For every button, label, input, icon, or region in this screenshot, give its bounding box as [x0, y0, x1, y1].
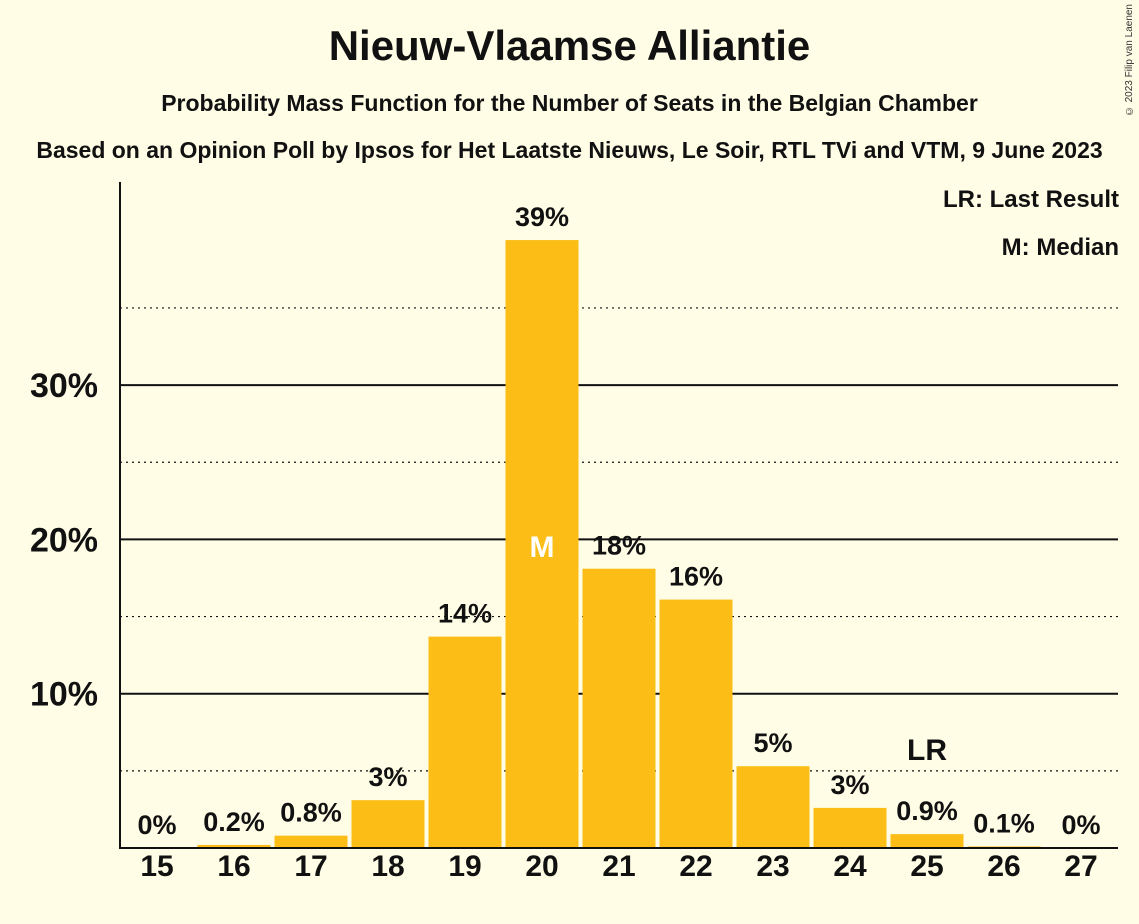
data-label: 0%: [137, 810, 176, 840]
legend-last-result: LR: Last Result: [942, 186, 1119, 213]
bar-22: [659, 599, 733, 848]
data-label: 3%: [830, 770, 869, 800]
data-label: 16%: [669, 562, 723, 592]
data-label: 3%: [368, 762, 407, 792]
data-label: 0.1%: [973, 808, 1035, 838]
bar-24: [813, 807, 887, 848]
data-label: 18%: [592, 531, 646, 561]
bar-18: [351, 800, 425, 848]
x-tick-label: 16: [217, 850, 250, 883]
y-tick-label: 30%: [30, 367, 98, 405]
chart-title: Nieuw-Vlaamse Alliantie: [328, 22, 811, 69]
bar-21: [582, 568, 656, 848]
x-tick-label: 20: [525, 850, 558, 883]
y-tick-label: 20%: [30, 521, 98, 559]
bar-17: [274, 835, 348, 848]
data-label: 39%: [515, 202, 569, 232]
x-tick-label: 22: [679, 850, 712, 883]
bar-25: [890, 834, 964, 848]
chart-source: Based on an Opinion Poll by Ipsos for He…: [36, 137, 1103, 163]
x-tick-label: 19: [448, 850, 481, 883]
data-label: 0.9%: [896, 796, 958, 826]
median-marker: M: [530, 531, 555, 564]
x-tick-label: 24: [833, 850, 867, 883]
data-label: 14%: [438, 599, 492, 629]
bar-19: [428, 636, 502, 848]
bar-16: [197, 844, 271, 848]
y-tick-label: 10%: [30, 676, 98, 714]
chart-subtitle: Probability Mass Function for the Number…: [161, 90, 978, 116]
x-tick-label: 23: [756, 850, 789, 883]
x-tick-label: 17: [294, 850, 327, 883]
x-tick-label: 26: [987, 850, 1020, 883]
data-label: 0.8%: [280, 798, 342, 828]
x-tick-label: 21: [602, 850, 635, 883]
x-tick-label: 18: [371, 850, 404, 883]
data-label: 5%: [753, 728, 792, 758]
x-tick-label: 15: [140, 850, 173, 883]
bar-20: [505, 240, 579, 849]
legend-median: M: Median: [1001, 234, 1119, 261]
x-tick-label: 25: [910, 850, 943, 883]
last-result-marker: LR: [907, 734, 947, 767]
bar-23: [736, 766, 810, 848]
data-label: 0.2%: [203, 807, 265, 837]
x-tick-label: 27: [1064, 850, 1097, 883]
data-label: 0%: [1061, 810, 1100, 840]
